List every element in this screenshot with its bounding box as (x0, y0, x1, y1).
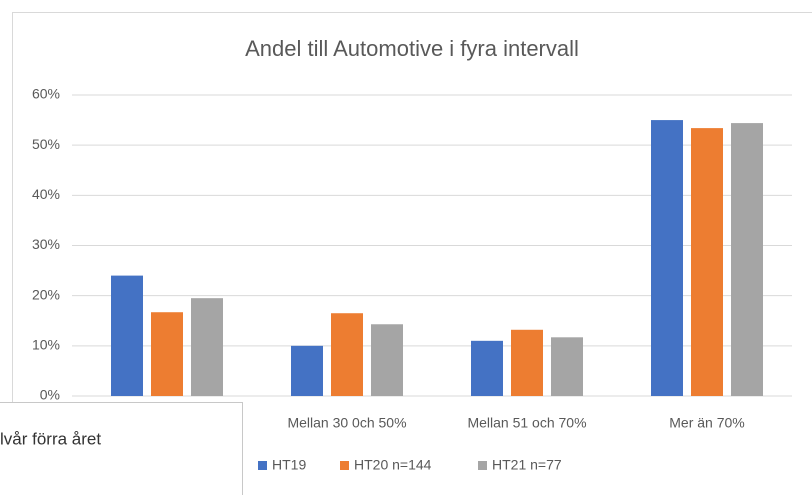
legend-swatch (478, 461, 487, 470)
y-tick-label: 10% (32, 337, 60, 353)
bar (111, 275, 143, 396)
bar (291, 345, 323, 396)
chart-title: Andel till Automotive i fyra intervall (245, 36, 579, 61)
legend-label: HT20 n=144 (354, 457, 432, 473)
y-tick-label: 50% (32, 136, 60, 152)
bar (471, 340, 503, 396)
y-tick-label: 20% (32, 286, 60, 302)
legend-label: HT19 (272, 457, 306, 473)
bar (191, 298, 223, 396)
bar (551, 337, 583, 396)
x-tick-label: Mer än 70% (669, 415, 744, 431)
bar (151, 312, 183, 396)
legend-swatch (258, 461, 267, 470)
y-tick-label: 0% (40, 387, 60, 403)
bar (691, 128, 723, 397)
x-tick-label: Mellan 51 och 70% (467, 415, 586, 431)
popup-text: lvår förra året (0, 429, 101, 448)
y-tick-label: 30% (32, 236, 60, 252)
bar (371, 324, 403, 396)
bar (331, 313, 363, 396)
bar (731, 123, 763, 397)
bar (511, 329, 543, 396)
legend-swatch (340, 461, 349, 470)
y-tick-label: 40% (32, 186, 60, 202)
bar (651, 120, 683, 396)
popup (0, 402, 243, 495)
y-tick-label: 60% (32, 86, 60, 102)
x-tick-label: Mellan 30 0ch 50% (287, 415, 406, 431)
legend-label: HT21 n=77 (492, 457, 562, 473)
